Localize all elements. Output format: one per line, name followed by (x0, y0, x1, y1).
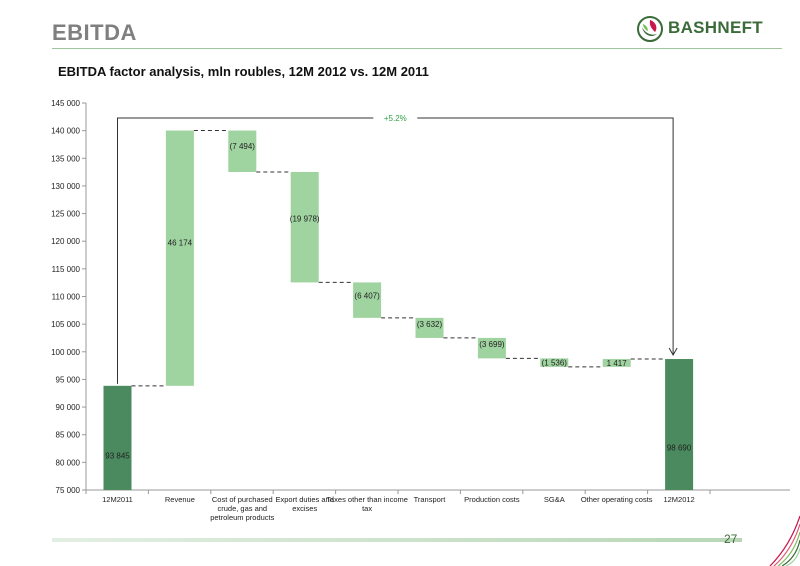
x-tick-label: tax (362, 504, 372, 513)
y-tick-label: 110 000 (52, 293, 81, 302)
growth-bracket-left (117, 117, 374, 384)
bar-revenue (165, 130, 194, 386)
x-tick-label: SG&A (544, 495, 565, 504)
data-label: (7 494) (230, 142, 256, 151)
y-tick-label: 120 000 (51, 237, 80, 246)
x-tick-label: 12M2011 (102, 495, 133, 504)
y-tick-label: 85 000 (56, 431, 81, 440)
y-tick-label: 145 000 (51, 99, 80, 108)
bar-taxes-other-than-income-tax (353, 282, 382, 318)
data-label: 93 845 (105, 452, 130, 461)
bar-sg-a (540, 358, 569, 367)
y-tick-label: 140 000 (51, 127, 80, 136)
x-tick-label: crude, gas and (217, 504, 267, 513)
bar-cost-of-purchased-crude-gas-and-petroleum-products (228, 130, 257, 172)
bar-other-operating-costs (602, 359, 631, 367)
page-title: EBITDA (52, 20, 137, 45)
x-tick-label: Taxes other than income (326, 495, 408, 504)
data-label: 1 417 (607, 359, 628, 368)
x-tick-label: 12M2012 (663, 495, 694, 504)
x-tick-label: Other operating costs (581, 495, 653, 504)
x-tick-label: Revenue (165, 495, 195, 504)
bar-production-costs (477, 337, 506, 359)
y-tick-label: 105 000 (51, 320, 80, 329)
data-label: (3 632) (417, 320, 443, 329)
y-tick-label: 100 000 (51, 348, 80, 357)
data-label: 98 690 (667, 444, 692, 453)
x-tick-label: petroleum products (210, 513, 274, 522)
data-label: 46 174 (168, 238, 193, 247)
x-tick-label: Cost of purchased (212, 495, 273, 504)
y-tick-label: 135 000 (51, 154, 80, 163)
x-tick-label: excises (292, 504, 317, 513)
data-label: (1 536) (542, 359, 568, 368)
bashneft-logo-icon (637, 16, 663, 42)
y-tick-label: 90 000 (56, 403, 81, 412)
page-number: 27 (724, 532, 738, 546)
bar-export-duties-and-excises (290, 171, 319, 283)
y-tick-label: 125 000 (51, 210, 80, 219)
chart-title: EBITDA factor analysis, mln roubles, 12M… (58, 64, 429, 79)
footer-divider (52, 538, 742, 542)
data-label: (19 978) (290, 215, 320, 224)
x-tick-label: Transport (414, 495, 447, 504)
x-tick-label: Export duties and (276, 495, 334, 504)
y-tick-label: 130 000 (51, 182, 80, 191)
bar-12m2011 (103, 385, 132, 490)
company-logo: BASHNEFT (636, 15, 786, 43)
data-label: (3 699) (479, 340, 505, 349)
y-tick-label: 80 000 (56, 458, 81, 467)
bar-transport (415, 317, 444, 338)
growth-annotation: +5.2% (384, 114, 407, 123)
y-tick-label: 95 000 (56, 375, 81, 384)
bar-12m2012 (665, 359, 694, 490)
y-tick-label: 75 000 (56, 486, 81, 495)
logo-text: BASHNEFT (668, 18, 763, 37)
corner-decoration (769, 515, 800, 566)
growth-bracket-right (417, 117, 674, 356)
y-tick-label: 115 000 (52, 265, 81, 274)
data-label: (6 407) (354, 291, 380, 300)
title-divider (52, 48, 782, 49)
growth-arrow-head (668, 347, 678, 357)
x-tick-label: Production costs (464, 495, 520, 504)
